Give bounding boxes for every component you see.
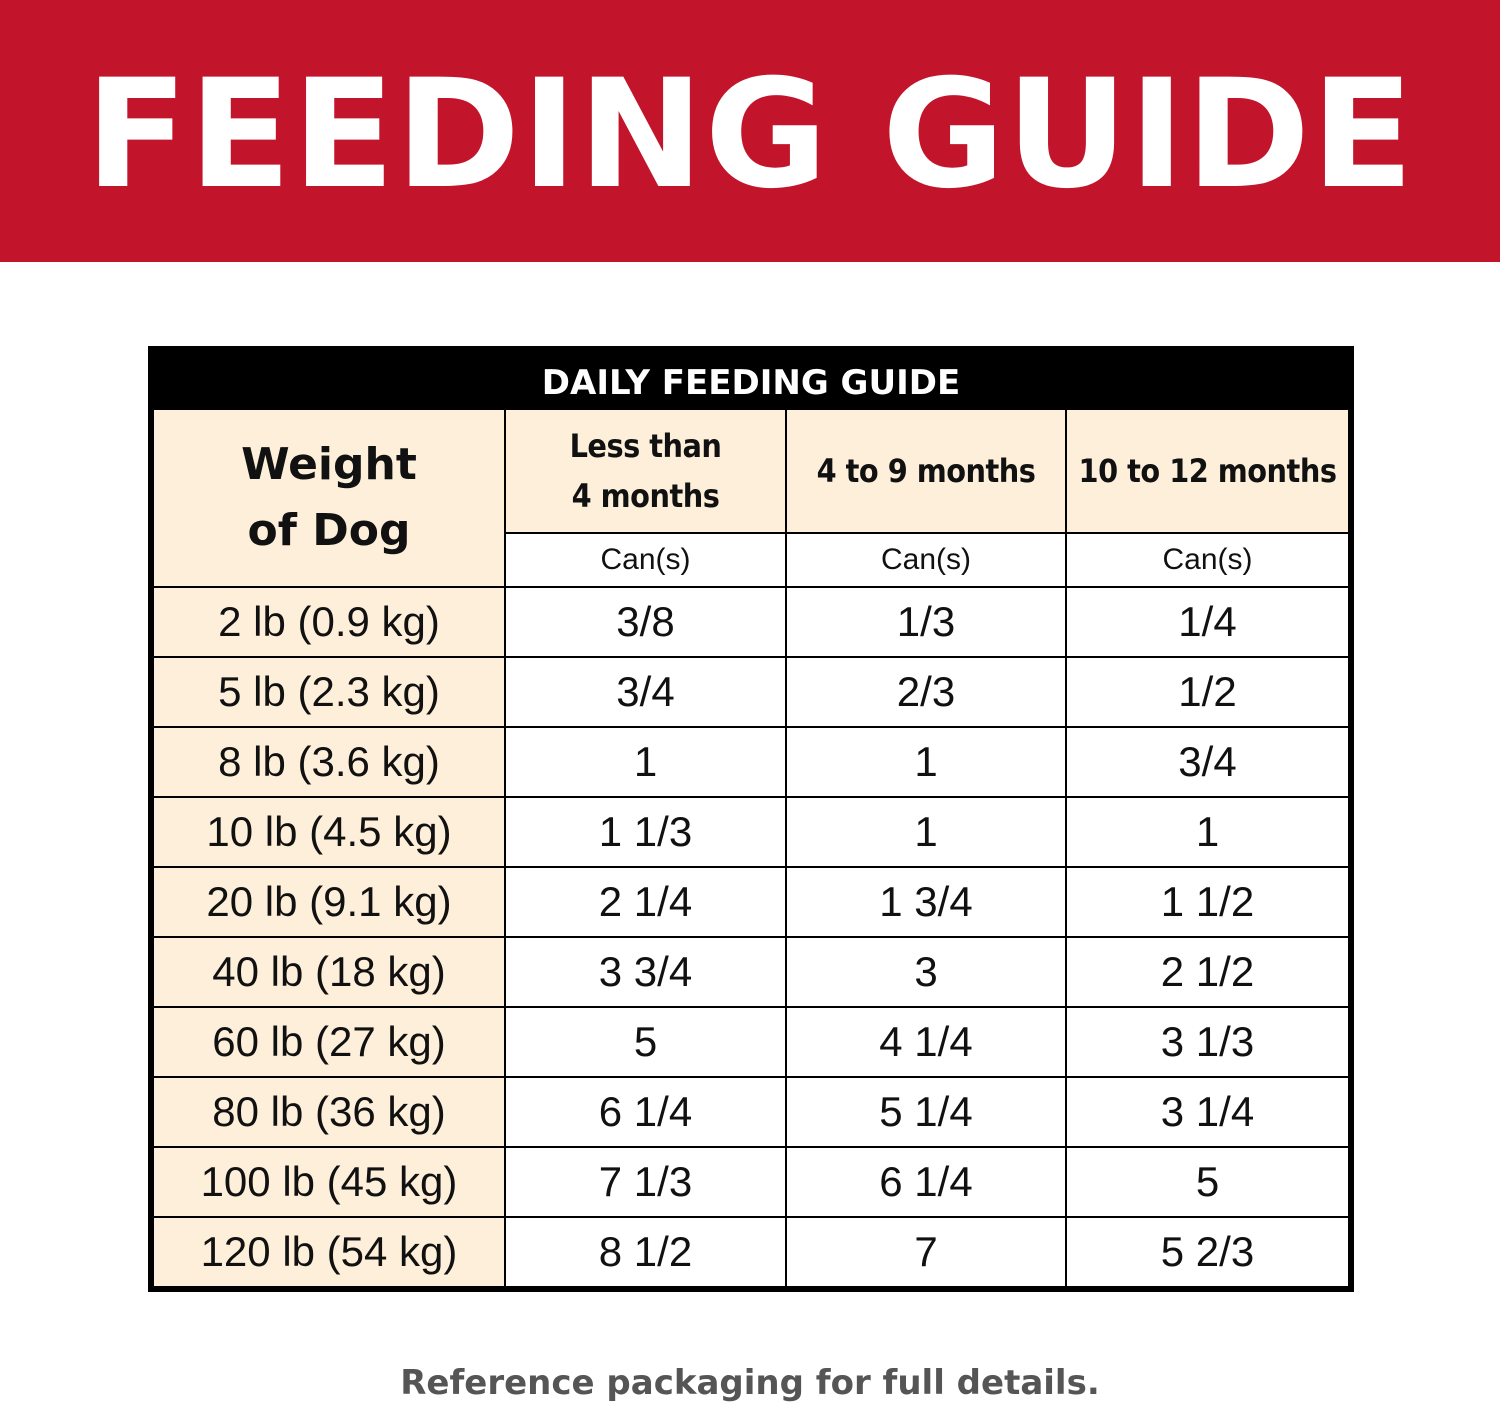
footer-note: Reference packaging for full details. (400, 1363, 1100, 1403)
weight-column-header: Weight of Dog (154, 410, 506, 588)
cans-cell: 5 1/4 (785, 1076, 1067, 1148)
table-row: 60 lb (27 kg) 5 4 1/4 3 1/3 (154, 1006, 1348, 1078)
cans-cell: 7 (785, 1216, 1067, 1286)
table-row: 40 lb (18 kg) 3 3/4 3 2 1/2 (154, 936, 1348, 1008)
cans-cell: 1 3/4 (785, 866, 1067, 938)
cans-cell: 3 1/3 (1065, 1006, 1348, 1078)
cans-cell: 1 (785, 726, 1067, 798)
cans-cell: 3 3/4 (504, 936, 787, 1008)
weight-cell: 120 lb (54 kg) (154, 1216, 506, 1286)
weight-header-line-2: of Dog (247, 505, 411, 556)
table-row: 10 lb (4.5 kg) 1 1/3 1 1 (154, 796, 1348, 868)
cans-cell: 1/4 (1065, 586, 1348, 658)
table-row: 120 lb (54 kg) 8 1/2 7 5 2/3 (154, 1216, 1348, 1286)
weight-cell: 10 lb (4.5 kg) (154, 796, 506, 868)
age-header-line: 4 months (571, 477, 720, 515)
age-header-4-to-9-months: 4 to 9 months (785, 410, 1067, 534)
cans-cell: 3/8 (504, 586, 787, 658)
table-row: 2 lb (0.9 kg) 3/8 1/3 1/4 (154, 586, 1348, 658)
cans-cell: 6 1/4 (785, 1146, 1067, 1218)
cans-cell: 3/4 (504, 656, 787, 728)
cans-cell: 6 1/4 (504, 1076, 787, 1148)
cans-cell: 5 (1065, 1146, 1348, 1218)
age-header-under-4-months: Less than 4 months (504, 410, 787, 534)
cans-cell: 1 1/3 (504, 796, 787, 868)
cans-cell: 2 1/4 (504, 866, 787, 938)
table-row: 8 lb (3.6 kg) 1 1 3/4 (154, 726, 1348, 798)
cans-cell: 5 2/3 (1065, 1216, 1348, 1286)
cans-cell: 7 1/3 (504, 1146, 787, 1218)
cans-cell: 4 1/4 (785, 1006, 1067, 1078)
unit-label: Can(s) (505, 532, 787, 588)
unit-label: Can(s) (1065, 532, 1348, 588)
weight-cell: 40 lb (18 kg) (154, 936, 506, 1008)
cans-cell: 2 1/2 (1065, 936, 1348, 1008)
cans-cell: 5 (504, 1006, 787, 1078)
unit-label: Can(s) (785, 532, 1067, 588)
cans-cell: 8 1/2 (504, 1216, 787, 1286)
table-title: DAILY FEEDING GUIDE (154, 352, 1348, 410)
weight-header-line-1: Weight (241, 439, 417, 490)
age-header-line: 10 to 12 months (1078, 452, 1337, 490)
cans-cell: 1/3 (785, 586, 1067, 658)
weight-cell: 100 lb (45 kg) (154, 1146, 506, 1218)
cans-cell: 1 (504, 726, 787, 798)
page-title: FEEDING GUIDE (85, 48, 1415, 222)
cans-cell: 1 (1065, 796, 1348, 868)
table-row: 20 lb (9.1 kg) 2 1/4 1 3/4 1 1/2 (154, 866, 1348, 938)
weight-cell: 2 lb (0.9 kg) (154, 586, 506, 658)
weight-cell: 8 lb (3.6 kg) (154, 726, 506, 798)
cans-cell: 3 (785, 936, 1067, 1008)
age-header-line: Less than (569, 427, 722, 465)
weight-cell: 60 lb (27 kg) (154, 1006, 506, 1078)
feeding-guide-table: DAILY FEEDING GUIDE Weight of Dog Less t… (148, 346, 1354, 1292)
table-row: 100 lb (45 kg) 7 1/3 6 1/4 5 (154, 1146, 1348, 1218)
weight-cell: 5 lb (2.3 kg) (154, 656, 506, 728)
cans-cell: 1 1/2 (1065, 866, 1348, 938)
cans-cell: 3 1/4 (1065, 1076, 1348, 1148)
weight-cell: 20 lb (9.1 kg) (154, 866, 506, 938)
cans-cell: 1 (785, 796, 1067, 868)
cans-cell: 3/4 (1065, 726, 1348, 798)
feeding-table: Weight of Dog Less than 4 months 4 to 9 … (154, 410, 1348, 1286)
table-row: 5 lb (2.3 kg) 3/4 2/3 1/2 (154, 656, 1348, 728)
weight-cell: 80 lb (36 kg) (154, 1076, 506, 1148)
cans-cell: 2/3 (785, 656, 1067, 728)
cans-cell: 1/2 (1065, 656, 1348, 728)
age-header-10-to-12-months: 10 to 12 months (1065, 410, 1348, 534)
age-header-line: 4 to 9 months (816, 452, 1036, 490)
header-banner (0, 0, 1500, 262)
table-row: 80 lb (36 kg) 6 1/4 5 1/4 3 1/4 (154, 1076, 1348, 1148)
